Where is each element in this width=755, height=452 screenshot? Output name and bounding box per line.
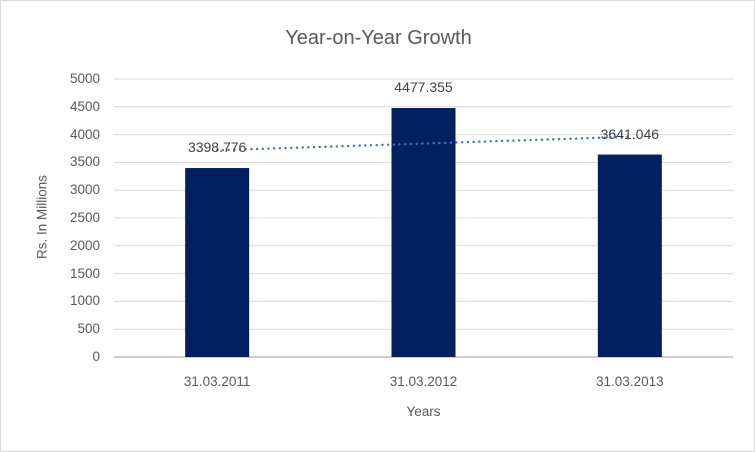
y-tick-label: 4500 [69, 98, 100, 114]
chart-title: Year-on-Year Growth [285, 27, 472, 49]
y-tick-label: 1500 [69, 265, 100, 281]
bar-data-label: 3398.776 [187, 139, 247, 156]
y-tick-label: 2500 [69, 210, 100, 225]
x-axis-title: Years [406, 404, 441, 419]
bar [391, 108, 456, 358]
y-tick-label: 5000 [69, 71, 100, 86]
x-category-label: 31.03.2013 [596, 374, 664, 389]
bar [597, 154, 662, 357]
y-tick-label: 0 [92, 349, 100, 364]
y-tick-label: 1000 [69, 293, 100, 309]
y-tick-label: 2000 [69, 237, 100, 253]
y-tick-label: 3500 [69, 154, 100, 170]
y-tick-label: 500 [77, 321, 100, 337]
trendline [215, 135, 632, 152]
bar-data-label: 3641.046 [600, 125, 660, 142]
x-category-label: 31.03.2011 [183, 374, 251, 389]
y-tick-label: 4000 [69, 126, 100, 142]
y-tick-label: 3000 [69, 182, 100, 198]
bar-data-label: 4477.355 [394, 79, 453, 96]
bar [185, 168, 250, 357]
x-category-label: 31.03.2012 [389, 374, 458, 389]
